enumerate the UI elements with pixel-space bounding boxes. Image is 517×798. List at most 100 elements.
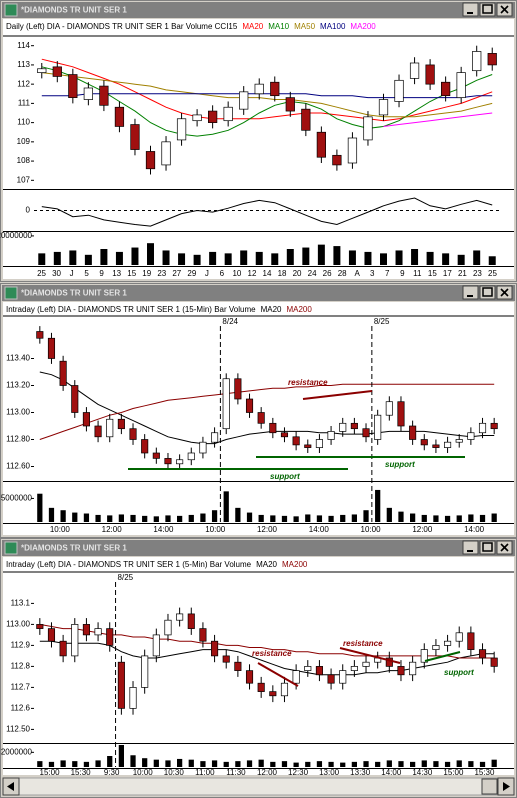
annotation: support [444, 668, 474, 677]
candle-body [141, 655, 149, 688]
candle-body [409, 661, 417, 676]
x-tick-label: 17 [443, 269, 452, 278]
x-tick-label: J [70, 269, 74, 278]
header-text: Intraday (Left) DIA - DIAMONDS TR UNIT S… [6, 560, 252, 569]
volume-bar [147, 243, 154, 265]
x-tick-label: 6 [220, 269, 225, 278]
y-tick-label: 113.40 [6, 354, 30, 363]
scrollbar-track[interactable] [2, 777, 515, 796]
x-tick-label: 9 [400, 269, 405, 278]
candle-body [192, 114, 202, 122]
x-tick-label: 21 [458, 269, 467, 278]
volume-bar [491, 759, 497, 767]
candle-body [211, 640, 219, 657]
x-tick-label: 26 [323, 269, 332, 278]
volume-bar [193, 254, 201, 265]
candle-body [141, 439, 149, 454]
x-tick-label: 10:00 [361, 525, 382, 534]
trend-line [339, 647, 401, 664]
x-tick-label: 15 [127, 269, 136, 278]
title-bar [2, 285, 515, 301]
candle-body [339, 670, 347, 684]
candle-body [71, 624, 79, 657]
y-tick-label: 112.6 [11, 704, 31, 713]
candle-body [152, 634, 160, 657]
candle-body [245, 670, 254, 684]
volume-bar [457, 254, 465, 265]
window-title: *DIAMONDS TR UNIT SER 1 [21, 289, 127, 298]
volume-bar [223, 761, 229, 767]
volume-bar [328, 515, 334, 522]
candle-body [164, 458, 172, 465]
volume-bar [351, 514, 357, 522]
volume-bar [60, 510, 66, 522]
volume-bar [333, 246, 341, 265]
annotation: resistance [288, 378, 328, 387]
volume-bar [246, 512, 253, 522]
minimize-button[interactable] [462, 540, 479, 555]
volume-bar [433, 761, 439, 767]
chart-header: Intraday (Left) DIA - DIAMONDS TR UNIT S… [6, 560, 308, 569]
candle-body [444, 441, 452, 448]
moving-average-line [41, 93, 493, 99]
volume-bar [479, 514, 486, 522]
moving-average-line [41, 66, 493, 137]
y-tick-label: 113.20 [6, 381, 30, 390]
candle-body [385, 401, 393, 416]
minimize-button[interactable] [462, 285, 479, 300]
volume-bar [328, 761, 334, 767]
x-tick-label: 14:00 [309, 525, 330, 534]
volume-bar [444, 515, 451, 522]
candle-body [222, 655, 230, 663]
candle-body [199, 628, 207, 642]
volume-tick-label: 20000000 [0, 231, 33, 240]
candle-body [467, 632, 475, 650]
volume-bar [223, 491, 229, 522]
volume-bar [488, 256, 496, 265]
volume-bar [286, 249, 294, 265]
volume-bar [107, 756, 113, 767]
candle-body [394, 79, 404, 102]
y-tick-label: 112.8 [11, 662, 31, 671]
volume-bar [209, 251, 217, 265]
volume-bar [200, 761, 206, 767]
window-icon [4, 286, 18, 300]
x-tick-label: 11 [413, 269, 422, 278]
candle-body [83, 87, 93, 100]
candle-body [59, 640, 67, 657]
volume-bar [38, 253, 46, 265]
volume-bar [115, 251, 123, 265]
volume-bar [375, 489, 381, 522]
volume-bar [444, 761, 451, 767]
candle-body [257, 412, 265, 424]
x-tick-label: J [205, 269, 209, 278]
x-tick-label: 10:00 [133, 768, 154, 777]
minimize-button[interactable] [462, 2, 479, 17]
maximize-glyph [482, 542, 493, 552]
window-title: *DIAMONDS TR UNIT SER 1 [21, 6, 127, 15]
candle-body [94, 425, 102, 438]
volume-bar [165, 515, 171, 522]
x-tick-label: 13:30 [350, 768, 371, 777]
candle-body [327, 431, 335, 440]
volume-bar [235, 507, 241, 522]
candle-body [425, 64, 435, 85]
x-tick-label: 10 [232, 269, 241, 278]
annotation: resistance [343, 639, 383, 648]
volume-tick-label: 2000000 [1, 747, 33, 756]
volume-bar [456, 515, 462, 522]
x-tick-label: 29 [187, 269, 196, 278]
volume-bar [118, 745, 124, 767]
volume-bar [200, 513, 206, 522]
volume-bar [83, 513, 90, 522]
candle-body [455, 439, 463, 443]
volume-bar [211, 510, 218, 522]
x-tick-label: 14:00 [153, 525, 174, 534]
volume-bar [351, 761, 357, 767]
candle-body [478, 649, 487, 659]
x-tick-label: 12:00 [257, 768, 278, 777]
volume-bar [363, 761, 369, 767]
cci-line [41, 197, 493, 227]
legend-entry: MA200 [282, 560, 308, 569]
scroll-thumb[interactable] [481, 778, 498, 795]
